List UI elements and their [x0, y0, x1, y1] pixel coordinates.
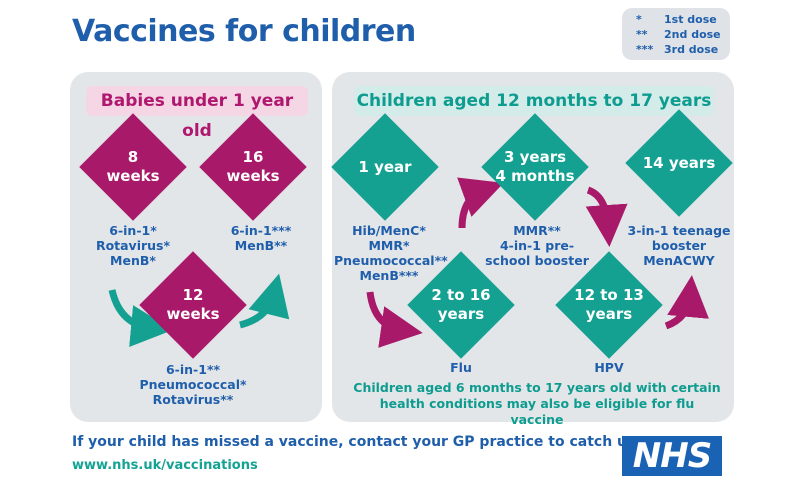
diamond-label: weeks	[106, 167, 160, 185]
diamond-2-to-16-years: 2 to 16 years	[406, 250, 516, 360]
vaccine-item: Rotavirus**	[152, 392, 234, 407]
vaccines-14-years: 3-in-1 teenage booster MenACWY	[624, 223, 734, 268]
vaccines-8-weeks: 6-in-1* Rotavirus* MenB*	[78, 223, 188, 268]
legend-label: 1st dose	[664, 13, 717, 26]
arrow-1y-to-216	[366, 291, 423, 348]
page-title: Vaccines for children	[72, 14, 416, 49]
legend-row-1: * 1st dose	[636, 12, 717, 28]
babies-panel	[70, 72, 322, 422]
vaccine-item: MenB***	[359, 268, 419, 283]
diamond-label: weeks	[166, 305, 220, 323]
legend-symbol: **	[636, 28, 648, 41]
vaccines-16-weeks: 6-in-1*** MenB**	[206, 223, 316, 253]
vaccinations-link[interactable]: www.nhs.uk/vaccinations	[72, 458, 258, 473]
vaccine-item: 3-in-1 teenage	[627, 223, 731, 238]
arrow-12-to-16	[239, 273, 290, 329]
vaccine-item: Hib/MenC*	[352, 223, 426, 238]
vaccine-item: MMR**	[513, 223, 561, 238]
babies-heading: Babies under 1 year old	[86, 86, 308, 141]
diamond-1-year: 1 year	[330, 112, 440, 222]
nhs-logo: NHS	[622, 436, 722, 476]
missed-vaccine-message: If your child has missed a vaccine, cont…	[72, 434, 638, 450]
diamond-label: 2 to 16	[431, 286, 491, 304]
diamond-label: 16	[242, 148, 264, 166]
vaccine-item: MMR*	[368, 238, 410, 253]
vaccine-item: 4-in-1 pre-	[499, 238, 575, 253]
legend-symbol: *	[636, 13, 642, 26]
vaccines-12-to-13: HPV	[594, 360, 624, 375]
vaccine-item: 6-in-1***	[230, 223, 292, 238]
children-heading: Children aged 12 months to 17 years	[354, 86, 714, 116]
diamond-label: weeks	[226, 167, 280, 185]
vaccines-3-years: MMR** 4-in-1 pre- school booster	[482, 223, 592, 268]
diamond-label: 3 years	[503, 148, 567, 166]
legend-row-3: *** 3rd dose	[636, 42, 718, 58]
diamond-label: 1 year	[358, 157, 412, 176]
arrow-216-to-3y	[457, 177, 504, 229]
diamond-label: 12 to 13	[574, 286, 644, 304]
arrow-1213-to-14	[664, 275, 710, 330]
vaccine-item: 6-in-1**	[165, 362, 221, 377]
diamond-label: years	[585, 305, 633, 323]
legend-symbol: ***	[636, 43, 654, 56]
diamond-12-weeks: 12 weeks	[138, 250, 248, 360]
diamond-8-weeks: 8 weeks	[78, 112, 188, 222]
vaccine-item: MenACWY	[643, 253, 715, 268]
vaccine-item: MenB**	[234, 238, 288, 253]
arrow-8-to-12	[108, 289, 173, 347]
diamond-label: 14 years	[642, 153, 716, 172]
vaccine-item: Rotavirus*	[95, 238, 171, 253]
diamond-label: years	[437, 305, 485, 323]
diamond-label: 4 months	[495, 167, 575, 185]
note-line: health conditions may also be eligible f…	[379, 396, 695, 427]
vaccines-1-year: Hib/MenC* MMR* Pneumococcal** MenB***	[334, 223, 448, 283]
vaccine-item: school booster	[485, 253, 589, 268]
diamond-label: 12	[182, 286, 204, 304]
vaccine-item: 6-in-1*	[109, 223, 157, 238]
diamond-16-weeks: 16 weeks	[198, 112, 308, 222]
dose-legend: * 1st dose ** 2nd dose *** 3rd dose	[622, 8, 730, 60]
vaccine-item: booster	[651, 238, 707, 253]
vaccine-item: Pneumococcal**	[334, 253, 448, 268]
note-line: Children aged 6 months to 17 years old w…	[353, 380, 721, 395]
diamond-14-years: 14 years	[624, 108, 734, 218]
diamond-12-to-13-years: 12 to 13 years	[554, 250, 664, 360]
legend-label: 3rd dose	[664, 43, 719, 56]
arrow-3y-to-1213	[585, 186, 628, 247]
legend-row-2: ** 2nd dose	[636, 27, 721, 43]
vaccines-12-weeks: 6-in-1** Pneumococcal* Rotavirus**	[138, 362, 248, 407]
vaccines-2-to-16: Flu	[450, 360, 472, 375]
vaccine-item: Pneumococcal*	[139, 377, 247, 392]
vaccine-item: MenB*	[110, 253, 156, 268]
diamond-3-years-4-months: 3 years 4 months	[480, 112, 590, 222]
flu-eligibility-note: Children aged 6 months to 17 years old w…	[352, 380, 722, 428]
legend-label: 2nd dose	[664, 28, 721, 41]
diamond-label: 8	[127, 148, 139, 166]
